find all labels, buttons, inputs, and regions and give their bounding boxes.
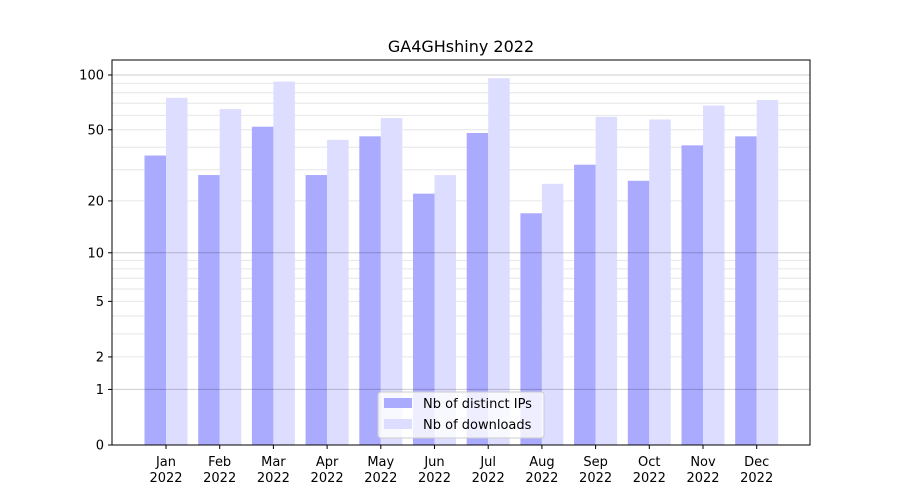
bar-downloads <box>488 78 510 446</box>
y-tick-label: 20 <box>87 194 104 209</box>
x-tick-label: 2022 <box>257 471 290 486</box>
bar-distinct-ips <box>359 136 381 445</box>
x-tick-label: Jan <box>155 455 176 470</box>
x-tick-label: Oct <box>638 455 660 470</box>
y-tick-label: 2 <box>96 350 104 365</box>
x-tick-label: 2022 <box>472 471 505 486</box>
y-tick-label: 1 <box>96 383 104 398</box>
x-tick-label: 2022 <box>686 471 719 486</box>
x-tick-label: Sep <box>583 455 608 470</box>
legend-swatch <box>384 419 412 429</box>
bar-downloads <box>166 97 188 445</box>
x-tick-label: Dec <box>744 455 769 470</box>
x-tick-label: Mar <box>261 455 286 470</box>
bar-downloads <box>327 139 349 445</box>
chart-title: GA4GHshiny 2022 <box>388 37 534 56</box>
bar-downloads <box>219 109 242 445</box>
bar-distinct-ips <box>681 145 703 446</box>
y-tick-label: 50 <box>87 123 104 138</box>
y-tick-label: 0 <box>96 439 104 454</box>
bar-distinct-ips <box>413 193 435 445</box>
bar-distinct-ips <box>251 126 274 446</box>
bar-distinct-ips <box>144 155 166 445</box>
x-tick-label: May <box>367 455 394 470</box>
x-tick-label: 2022 <box>149 471 182 486</box>
legend-label: Nb of distinct IPs <box>423 397 532 412</box>
x-tick-label: Jul <box>479 455 496 470</box>
x-tick-label: 2022 <box>740 471 773 486</box>
x-tick-label: Aug <box>529 455 554 470</box>
x-tick-label: 2022 <box>579 471 612 486</box>
x-tick-label: 2022 <box>525 471 558 486</box>
x-tick-label: Nov <box>690 455 716 470</box>
bar-distinct-ips <box>198 175 220 445</box>
bar-distinct-ips <box>574 164 596 446</box>
bar-distinct-ips <box>520 213 542 445</box>
x-tick-label: 2022 <box>203 471 236 486</box>
y-tick-label: 5 <box>96 295 104 310</box>
x-tick-label: Feb <box>208 455 231 470</box>
bar-downloads <box>541 183 564 445</box>
bar-downloads <box>649 119 671 445</box>
bar-distinct-ips <box>305 175 328 445</box>
x-tick-label: 2022 <box>364 471 397 486</box>
x-tick-label: 2022 <box>311 471 344 486</box>
x-tick-label: Apr <box>316 455 339 470</box>
x-tick-label: 2022 <box>633 471 666 486</box>
y-tick-label: 10 <box>87 246 104 261</box>
y-tick-label: 100 <box>79 69 104 84</box>
bar-downloads <box>380 118 403 446</box>
bar-downloads <box>434 175 456 445</box>
legend: Nb of distinct IPs Nb of downloads <box>377 391 545 439</box>
bar-distinct-ips <box>466 132 489 446</box>
legend-box <box>377 391 545 439</box>
legend-swatch <box>384 398 412 408</box>
legend-label: Nb of downloads <box>423 418 532 433</box>
bar-distinct-ips <box>627 180 650 445</box>
bar-distinct-ips <box>735 136 757 445</box>
bar-downloads <box>273 81 295 446</box>
bar-downloads <box>703 105 725 445</box>
x-tick-label: 2022 <box>418 471 451 486</box>
bar-downloads <box>756 99 779 446</box>
x-tick-label: Jun <box>423 455 444 470</box>
bar-downloads <box>595 116 618 446</box>
